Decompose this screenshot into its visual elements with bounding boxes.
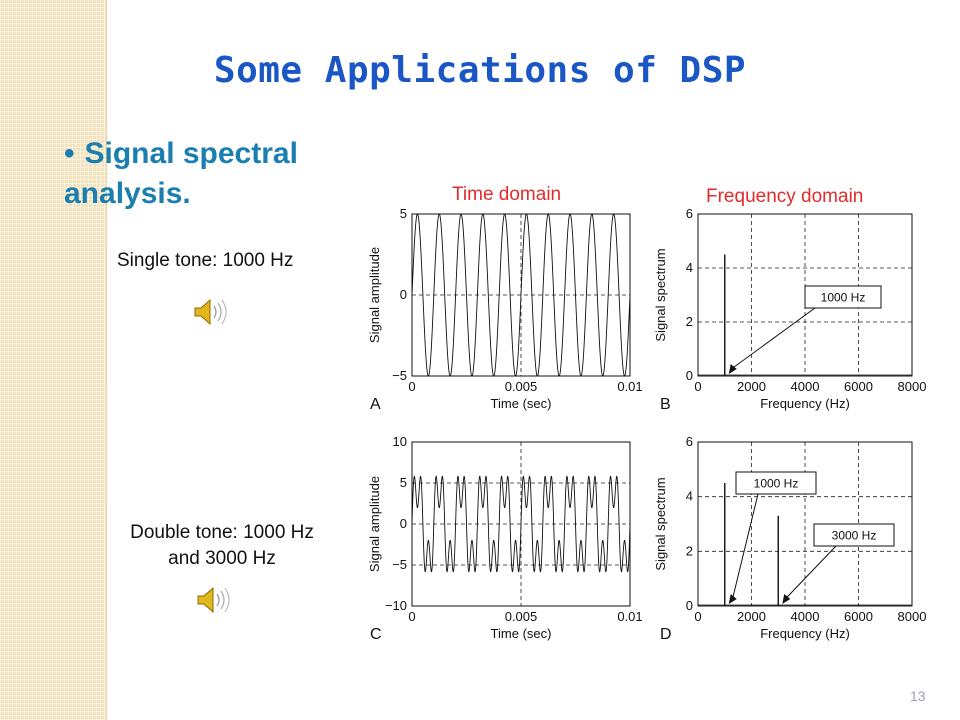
y-tick-label: 6 <box>686 206 693 221</box>
x-axis-label: Frequency (Hz) <box>760 396 850 411</box>
x-axis-label: Frequency (Hz) <box>760 626 850 641</box>
x-tick-label: 4000 <box>791 379 820 394</box>
x-tick-label: 2000 <box>737 379 766 394</box>
x-tick-label: 0.005 <box>505 379 538 394</box>
plot-frame <box>411 441 631 607</box>
y-tick-label: 0 <box>400 287 407 302</box>
x-tick-label: 0.01 <box>617 609 642 624</box>
x-tick-label: 0.01 <box>617 379 642 394</box>
y-axis-label: Signal spectrum <box>653 477 668 570</box>
signal-waveform-line <box>411 213 631 377</box>
caption-double-tone: Double tone: 1000 Hz and 3000 Hz <box>130 522 314 569</box>
y-tick-label: 0 <box>686 368 693 383</box>
x-tick-label: 4000 <box>791 609 820 624</box>
x-tick-label: 2000 <box>737 609 766 624</box>
signal-waveform-line <box>411 475 631 573</box>
annotation-arrow <box>732 493 759 599</box>
annotation-arrowhead <box>728 594 737 604</box>
annotation-arrow <box>732 307 816 369</box>
annotation-arrow <box>785 545 837 599</box>
x-tick-label: 0 <box>694 609 701 624</box>
speaker-sound-icon[interactable] <box>192 297 232 327</box>
panel-letter: A <box>370 396 381 413</box>
x-tick-label: 0 <box>694 379 701 394</box>
annotation-label: 3000 Hz <box>832 529 877 543</box>
y-tick-label: 2 <box>686 543 693 558</box>
annotation-arrowhead <box>782 594 791 604</box>
frequency-domain-label: Frequency domain <box>706 186 864 207</box>
caption-single-tone: Single tone: 1000 Hz <box>117 250 294 271</box>
chart-panel-d: 1000 Hz 3000 Hz 0 2000 4000 6000 8000 6 4 2 0 Frequ… <box>653 434 927 643</box>
x-tick-label: 8000 <box>898 609 927 624</box>
annotation-label: 1000 Hz <box>754 477 799 491</box>
y-tick-label: 2 <box>686 314 693 329</box>
annotation-box <box>804 285 882 309</box>
page-number: 13 <box>910 688 926 704</box>
y-tick-label: 4 <box>686 489 693 504</box>
y-tick-label: 5 <box>400 206 407 221</box>
plot-frame <box>697 213 913 377</box>
y-tick-label: 6 <box>686 434 693 449</box>
annotation-arrowhead <box>728 364 737 374</box>
panel-letter: D <box>660 626 672 643</box>
plot-frame <box>697 441 913 607</box>
panel-letter: B <box>660 396 671 413</box>
y-axis-label: Signal amplitude <box>367 247 382 343</box>
y-tick-label: −5 <box>392 368 407 383</box>
chart-panel-b: 1000 Hz 0 2000 4000 6000 8000 6 4 2 0 Frequency (H… <box>653 206 927 413</box>
x-tick-label: 0 <box>408 609 415 624</box>
annotation-label: 1000 Hz <box>821 291 866 305</box>
time-domain-label: Time domain <box>452 184 562 205</box>
bullet-item: • Signal spectral analysis. <box>64 134 354 214</box>
x-axis-label: Time (sec) <box>491 626 552 641</box>
y-tick-label: −5 <box>392 557 407 572</box>
chart-panel-c: 0 0.005 0.01 10 5 0 −5 −10 Time (sec) Signal ampl… <box>367 434 643 643</box>
bullet-text: Signal spectral analysis. <box>64 137 298 210</box>
plot-frame <box>411 213 631 377</box>
y-tick-label: −10 <box>385 598 407 613</box>
x-tick-label: 8000 <box>898 379 927 394</box>
x-axis-label: Time (sec) <box>491 396 552 411</box>
slide-title: Some Applications of DSP <box>213 50 747 91</box>
decorative-side-bar <box>0 0 107 720</box>
speaker-sound-icon[interactable] <box>195 585 235 615</box>
annotation-box <box>813 523 895 547</box>
y-tick-label: 10 <box>393 434 407 449</box>
bullet-dot: • <box>64 137 75 170</box>
y-axis-label: Signal amplitude <box>367 476 382 572</box>
y-axis-label: Signal spectrum <box>653 248 668 341</box>
y-tick-label: 4 <box>686 260 693 275</box>
annotation-box <box>735 471 817 495</box>
x-tick-label: 0.005 <box>505 609 538 624</box>
x-tick-label: 6000 <box>844 609 873 624</box>
y-tick-label: 0 <box>400 516 407 531</box>
y-tick-label: 0 <box>686 598 693 613</box>
panel-letter: C <box>370 626 382 643</box>
x-tick-label: 6000 <box>844 379 873 394</box>
x-tick-label: 0 <box>408 379 415 394</box>
y-tick-label: 5 <box>400 475 407 490</box>
